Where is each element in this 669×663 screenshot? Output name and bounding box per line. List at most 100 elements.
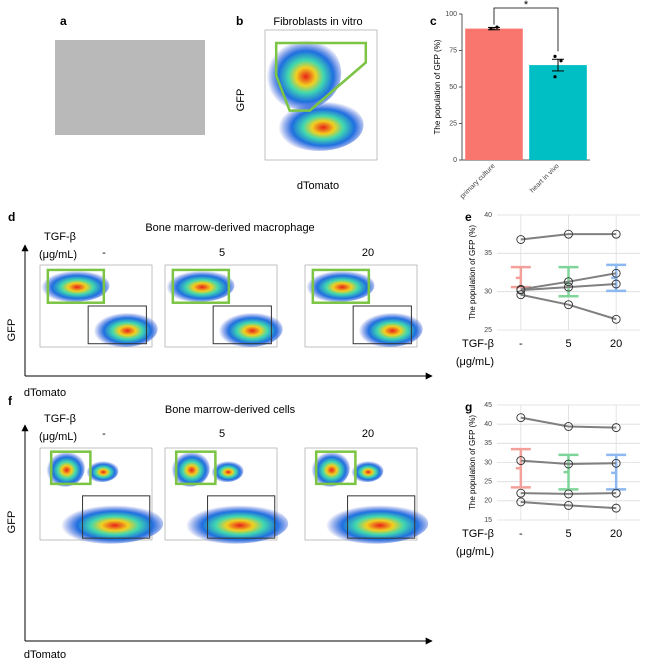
- data-point: [611, 458, 621, 468]
- dose-label: 5: [219, 428, 225, 440]
- bar: [465, 28, 523, 160]
- data-point: [553, 54, 557, 58]
- cell-density: [349, 459, 384, 483]
- series-line: [520, 459, 617, 466]
- x-tick-label: -: [519, 338, 523, 350]
- treatment-label: TGF-β: [44, 231, 76, 243]
- cell-density: [273, 98, 364, 151]
- x-tick-label: -: [519, 528, 523, 540]
- data-point: [611, 268, 621, 278]
- cell-density: [169, 449, 210, 487]
- series-line: [520, 500, 617, 510]
- cell-density: [215, 310, 283, 347]
- cell-density: [320, 503, 429, 544]
- gate: [314, 450, 357, 486]
- gate: [347, 495, 416, 539]
- dose-label: 20: [362, 247, 374, 259]
- y-axis-label: GFP: [6, 511, 18, 534]
- cell-density: [180, 503, 289, 544]
- x-tick-label: primary culture: [459, 163, 497, 201]
- gate: [82, 495, 151, 539]
- y-tick-label: 25: [484, 479, 492, 486]
- data-point: [564, 282, 573, 292]
- y-tick-label: 25: [484, 327, 492, 334]
- series-line: [520, 416, 617, 429]
- unit-label: (μg/mL): [39, 249, 77, 261]
- data-point: [564, 422, 573, 431]
- cell-density: [55, 503, 164, 544]
- x-tick-label: 20: [610, 338, 622, 350]
- panel-label: a: [60, 14, 67, 28]
- y-tick-label: 75: [449, 47, 457, 54]
- x-axis-label: TGF-β: [462, 338, 494, 350]
- series-line: [520, 233, 617, 241]
- data-point: [611, 488, 621, 498]
- cell-density: [84, 459, 119, 483]
- cell-density: [44, 449, 85, 487]
- micrograph: [55, 40, 205, 135]
- x-axis-label: dTomato: [24, 649, 66, 661]
- gate: [174, 450, 217, 486]
- gate: [171, 268, 231, 304]
- gate: [274, 41, 368, 112]
- flow-plots: [37, 29, 429, 544]
- gate: [46, 268, 106, 304]
- x-axis-label: TGF-β: [462, 528, 494, 540]
- x-axis-unit: (μg/mL): [456, 546, 494, 558]
- cell-density: [37, 269, 110, 302]
- panel-label: d: [8, 210, 15, 224]
- panel-label: e: [465, 210, 472, 224]
- dose-label: 20: [362, 428, 374, 440]
- y-tick-label: 15: [484, 517, 492, 524]
- y-tick-label: 40: [484, 421, 492, 428]
- data-point: [516, 456, 526, 466]
- data-point: [489, 27, 493, 31]
- cell-density: [302, 269, 375, 302]
- panel-label: g: [465, 400, 472, 414]
- y-axis-label: The population of GFP (%): [433, 39, 442, 134]
- gate: [49, 450, 92, 486]
- x-tick-label: 5: [565, 528, 571, 540]
- series-line: [520, 283, 617, 292]
- y-axis-label: GFP: [235, 89, 247, 112]
- data-point: [564, 300, 573, 310]
- dose-label: -: [102, 247, 106, 259]
- cell-density: [209, 459, 244, 483]
- y-axis-label: The population of GFP (%): [468, 225, 477, 320]
- y-tick-label: 30: [484, 459, 492, 466]
- series-line: [520, 492, 617, 495]
- data-point: [516, 285, 526, 295]
- y-axis-label: GFP: [6, 319, 18, 342]
- unit-label: (μg/mL): [39, 431, 77, 443]
- data-point: [611, 279, 621, 289]
- data-point: [516, 488, 526, 498]
- cell-density: [162, 269, 235, 302]
- cell-density: [355, 310, 423, 347]
- data-point: [559, 59, 563, 63]
- y-tick-label: 20: [484, 498, 492, 505]
- gate: [311, 268, 371, 304]
- y-tick-label: 35: [484, 440, 492, 447]
- y-tick-label: 40: [484, 212, 492, 219]
- data-point: [564, 500, 573, 510]
- data-point: [516, 235, 526, 244]
- bar: [529, 65, 587, 160]
- y-axis-label: The population of GFP (%): [468, 415, 477, 510]
- panel-label: b: [236, 14, 243, 28]
- y-tick-label: 25: [449, 120, 457, 127]
- cell-density: [262, 36, 342, 110]
- panel-title: Fibroblasts in vitro: [273, 16, 362, 28]
- gate: [207, 495, 276, 539]
- y-tick-label: 30: [484, 289, 492, 296]
- x-tick-label: 20: [610, 528, 622, 540]
- data-point: [564, 489, 573, 499]
- x-tick-label: heart in vivo: [529, 163, 561, 195]
- data-point: [516, 497, 526, 507]
- data-point: [564, 229, 573, 239]
- dose-label: 5: [219, 247, 225, 259]
- data-point: [495, 25, 499, 29]
- panel-label: c: [430, 14, 437, 28]
- panel-title: Bone marrow-derived cells: [165, 404, 296, 416]
